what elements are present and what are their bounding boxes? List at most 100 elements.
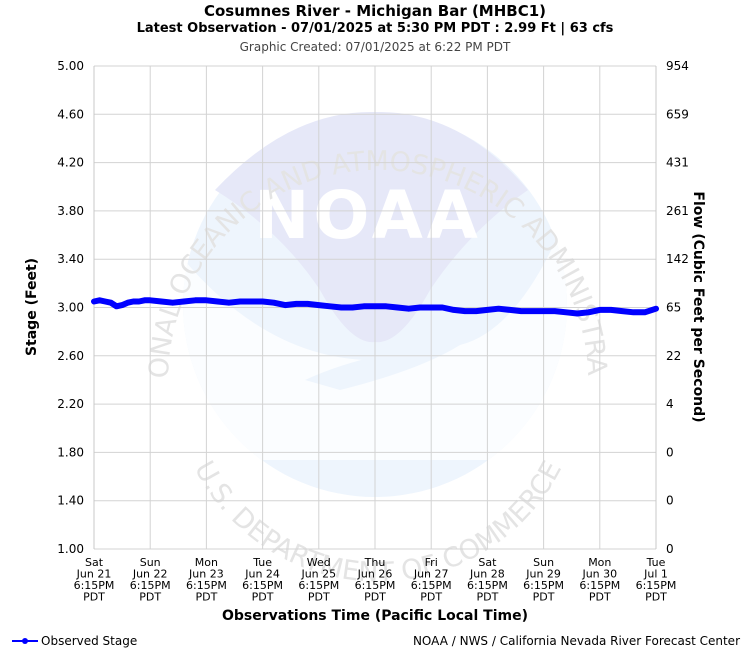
observed-stage-point bbox=[417, 304, 423, 311]
observed-stage-point bbox=[630, 309, 637, 315]
observed-stage-point bbox=[147, 297, 153, 303]
x-tick-label: Sat Jun 21 6:15PM PDT bbox=[74, 556, 115, 604]
observed-stage-point bbox=[428, 304, 434, 311]
watermark-logo: NOAA bbox=[254, 177, 482, 254]
observed-stage-point bbox=[327, 303, 333, 309]
observed-stage-point bbox=[141, 297, 148, 303]
x-axis-label: Observations Time (Pacific Local Time) bbox=[222, 608, 528, 624]
y2-tick-label: 0 bbox=[666, 494, 674, 508]
observed-stage-point bbox=[563, 309, 569, 315]
y-tick-label: 3.40 bbox=[57, 252, 84, 266]
observed-stage-point bbox=[507, 307, 513, 313]
observed-stage-point bbox=[102, 298, 108, 305]
observed-stage-point bbox=[260, 298, 266, 305]
x-tick-label: Tue Jun 24 6:15PM PDT bbox=[242, 556, 283, 604]
observed-stage-point bbox=[541, 308, 547, 314]
observed-stage-point bbox=[293, 301, 299, 307]
x-tick-label: Wed Jun 25 6:15PM PDT bbox=[298, 556, 339, 604]
observed-stage-point bbox=[113, 303, 120, 309]
chart-title: Cosumnes River - Michigan Bar (MHBC1) bbox=[203, 2, 547, 20]
observed-stage-point bbox=[496, 306, 502, 312]
observed-stage-point bbox=[361, 303, 367, 309]
observed-stage-point bbox=[237, 298, 243, 305]
observed-stage-point bbox=[91, 298, 97, 305]
y-tick-label: 4.20 bbox=[57, 156, 84, 170]
observed-stage-point bbox=[226, 300, 232, 306]
observed-stage-point bbox=[439, 304, 446, 311]
observed-stage-point bbox=[619, 308, 625, 314]
observed-stage-point bbox=[597, 307, 603, 313]
observed-stage-point bbox=[192, 297, 198, 303]
observed-stage-point bbox=[282, 302, 288, 308]
observed-stage-point bbox=[119, 302, 125, 308]
observed-stage-point bbox=[473, 308, 479, 314]
x-tick-label: Sun Jun 22 6:15PM PDT bbox=[130, 556, 171, 604]
y-tick-label: 1.40 bbox=[57, 494, 84, 508]
y2-tick-label: 261 bbox=[666, 204, 689, 218]
observed-stage-point bbox=[372, 303, 378, 309]
legend: Observed Stage bbox=[12, 634, 137, 648]
observed-stage-point bbox=[484, 307, 490, 313]
observed-stage-point bbox=[518, 308, 524, 314]
observed-stage-point bbox=[215, 298, 221, 305]
observed-stage-point bbox=[642, 309, 648, 315]
y-tick-label: 1.80 bbox=[57, 445, 84, 459]
observed-stage-point bbox=[462, 308, 468, 314]
legend-line-marker bbox=[12, 638, 38, 644]
y-tick-label: 3.00 bbox=[57, 301, 84, 315]
x-tick-label: Fri Jun 27 6:15PM PDT bbox=[411, 556, 452, 604]
x-tick-label: Mon Jun 23 6:15PM PDT bbox=[186, 556, 227, 604]
observed-stage-point bbox=[406, 306, 412, 312]
y2-tick-label: 0 bbox=[666, 542, 674, 556]
legend-label: Observed Stage bbox=[41, 634, 138, 648]
x-tick-label: Thu Jun 26 6:15PM PDT bbox=[355, 556, 396, 604]
observed-stage-point bbox=[248, 298, 254, 305]
observed-stage-point bbox=[608, 307, 614, 313]
observed-stage-point bbox=[271, 300, 277, 306]
observed-stage-point bbox=[130, 298, 136, 305]
y-tick-label: 2.20 bbox=[57, 397, 84, 411]
observed-stage-point bbox=[585, 309, 592, 315]
y-tick-label: 3.80 bbox=[57, 204, 84, 218]
observed-stage-point bbox=[349, 304, 356, 311]
y-tick-label: 1.00 bbox=[57, 542, 84, 556]
y2-tick-label: 0 bbox=[666, 445, 674, 459]
observed-stage-point bbox=[394, 304, 401, 311]
x-tick-label: Sat Jun 28 6:15PM PDT bbox=[467, 556, 508, 604]
y2-tick-label: 659 bbox=[666, 107, 689, 121]
x-tick-label: Tue Jul 1 6:15PM PDT bbox=[636, 556, 677, 604]
observed-stage-point bbox=[97, 297, 103, 303]
y-tick-label: 2.60 bbox=[57, 349, 84, 363]
graphic-created: Graphic Created: 07/01/2025 at 6:22 PM P… bbox=[239, 40, 511, 54]
observed-stage-point bbox=[451, 307, 457, 313]
observed-stage-point bbox=[338, 304, 344, 311]
x-tick-label: Mon Jun 30 6:15PM PDT bbox=[579, 556, 620, 604]
observed-stage-point bbox=[181, 298, 187, 305]
y2-axis-label: Flow (Cubic Feet per Second) bbox=[690, 191, 706, 422]
observed-stage-point bbox=[529, 308, 535, 314]
credit-text: NOAA / NWS / California Nevada River For… bbox=[412, 634, 740, 648]
y2-tick-label: 431 bbox=[666, 156, 689, 170]
observed-stage-point bbox=[108, 300, 114, 306]
observed-stage-point bbox=[383, 303, 389, 309]
x-tick-label: Sun Jun 29 6:15PM PDT bbox=[523, 556, 564, 604]
observed-stage-point bbox=[304, 301, 311, 307]
observed-stage-point bbox=[170, 300, 176, 306]
y-tick-label: 5.00 bbox=[57, 59, 84, 73]
y-axis-label: Stage (Feet) bbox=[24, 258, 40, 356]
observed-stage-point bbox=[653, 306, 659, 312]
y2-tick-label: 142 bbox=[666, 252, 689, 266]
latest-observation: Latest Observation - 07/01/2025 at 5:30 … bbox=[136, 21, 614, 36]
observed-stage-point bbox=[125, 300, 131, 306]
observed-stage-point bbox=[552, 308, 558, 314]
y2-tick-label: 65 bbox=[666, 301, 681, 315]
y2-tick-label: 4 bbox=[666, 397, 674, 411]
observed-stage-point bbox=[136, 298, 142, 305]
observed-stage-point bbox=[574, 310, 580, 317]
observed-stage-point bbox=[158, 298, 165, 305]
observed-stage-point bbox=[316, 302, 322, 308]
y2-tick-label: 954 bbox=[666, 59, 689, 73]
y-tick-label: 4.60 bbox=[57, 107, 84, 121]
observed-stage-point bbox=[203, 297, 209, 303]
